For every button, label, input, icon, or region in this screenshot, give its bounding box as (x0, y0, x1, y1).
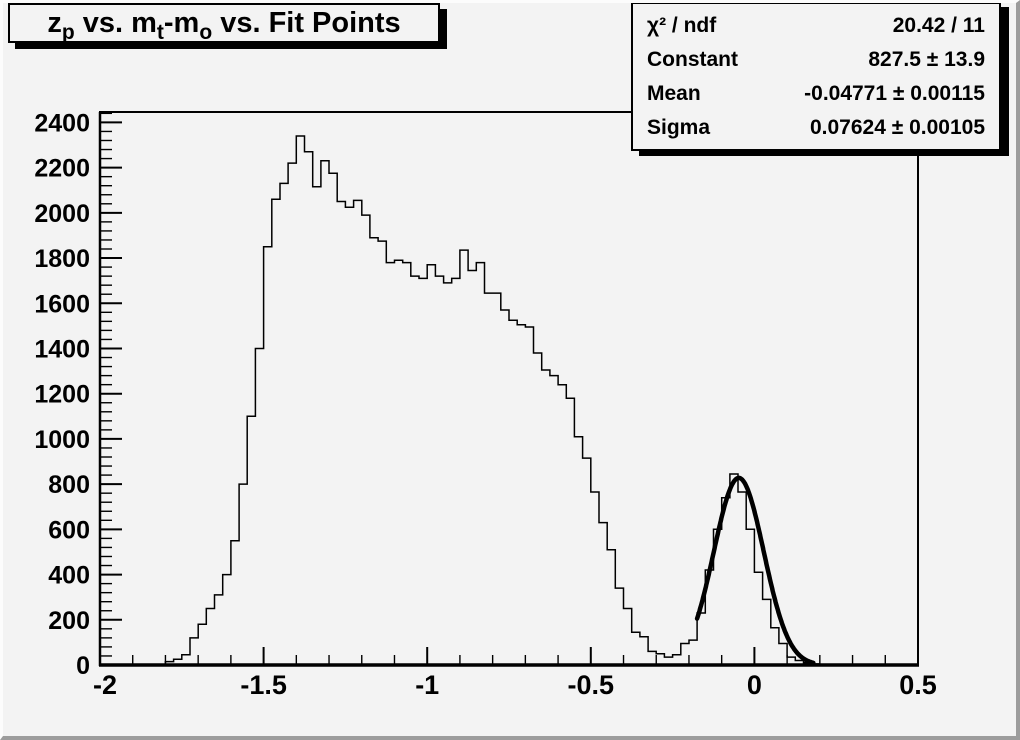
stats-box: χ² / ndf 20.42 / 11 Constant 827.5 ± 13.9 Me… (631, 3, 1001, 151)
stats-label: Constant (647, 47, 738, 71)
chart-title: zp vs. mt-mo vs. Fit Points (47, 6, 401, 44)
svg-text:1200: 1200 (34, 381, 90, 409)
title-subscript: p (61, 20, 75, 44)
svg-text:400: 400 (48, 562, 90, 590)
title-subscript: t (156, 20, 164, 44)
y-axis-labels: 0 200 400 600 800 1000 1200 1400 1600 1800 2000 220… (34, 109, 90, 680)
svg-text:-2: -2 (93, 670, 117, 700)
y-axis-ticks (100, 112, 122, 666)
stats-label: χ² / ndf (647, 13, 717, 37)
svg-text:800: 800 (48, 471, 90, 499)
svg-text:1000: 1000 (34, 426, 90, 454)
stats-row: χ² / ndf 20.42 / 11 (633, 15, 999, 36)
svg-text:0: 0 (76, 652, 90, 680)
svg-text:200: 200 (48, 607, 90, 635)
stats-value: 827.5 ± 13.9 (868, 47, 985, 71)
svg-text:1400: 1400 (34, 335, 90, 363)
svg-text:600: 600 (48, 516, 90, 544)
svg-text:0: 0 (747, 670, 762, 700)
stats-row: Mean -0.04771 ± 0.00115 (633, 83, 999, 104)
svg-text:-1: -1 (415, 670, 439, 700)
title-pave: zp vs. mt-mo vs. Fit Points (8, 3, 440, 43)
svg-text:0.5: 0.5 (899, 670, 937, 700)
stats-label: Mean (647, 82, 701, 106)
stats-row: Sigma 0.07624 ± 0.00105 (633, 117, 999, 138)
svg-text:1800: 1800 (34, 245, 90, 273)
stats-label: Sigma (647, 116, 711, 140)
fit-curve (694, 475, 816, 666)
stats-value: -0.04771 ± 0.00115 (804, 82, 985, 106)
histogram-line (100, 135, 918, 666)
stats-value: 20.42 / 11 (892, 13, 985, 37)
x-axis-ticks (99, 647, 919, 665)
svg-text:2400: 2400 (34, 109, 90, 137)
x-axis-labels: -2 -1.5 -1 -0.5 0 0.5 (93, 670, 937, 700)
svg-text:2000: 2000 (34, 200, 90, 228)
svg-text:1600: 1600 (34, 290, 90, 318)
stats-value: 0.07624 ± 0.00105 (809, 116, 985, 140)
stats-row: Constant 827.5 ± 13.9 (633, 49, 999, 70)
svg-text:2200: 2200 (34, 155, 90, 183)
title-subscript: o (199, 20, 213, 44)
svg-text:-0.5: -0.5 (568, 670, 615, 700)
svg-text:-1.5: -1.5 (240, 670, 287, 700)
